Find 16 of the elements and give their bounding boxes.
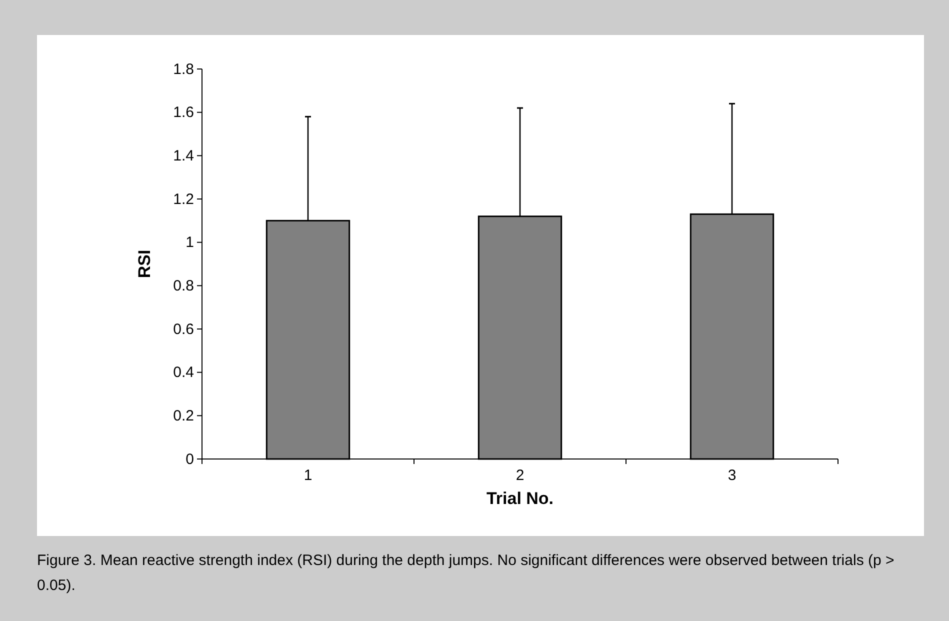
y-tick-label: 0.6 xyxy=(173,320,194,338)
y-axis-title: RSI xyxy=(135,250,154,278)
x-axis-title: Trial No. xyxy=(486,489,554,508)
y-tick-label: 0.2 xyxy=(173,407,194,424)
y-tick-label: 1.6 xyxy=(173,104,194,122)
x-tick-label: 3 xyxy=(728,467,736,484)
y-tick-label: 0.8 xyxy=(173,277,194,294)
x-tick-label: 2 xyxy=(516,467,524,484)
x-tick-label: 1 xyxy=(304,467,312,484)
y-tick-label: 0.4 xyxy=(173,364,194,382)
y-tick-label: 1.2 xyxy=(173,190,194,208)
y-tick-label: 0 xyxy=(186,450,194,468)
y-tick-label: 1 xyxy=(186,234,194,252)
y-tick-label: 1.8 xyxy=(173,60,194,78)
caption: Figure 3. Mean reactive strength index (RSI) during the depth jumps. No significant differences were observed between trials (p > 0.05). xyxy=(37,551,896,596)
y-tick-label: 1.4 xyxy=(173,147,194,164)
